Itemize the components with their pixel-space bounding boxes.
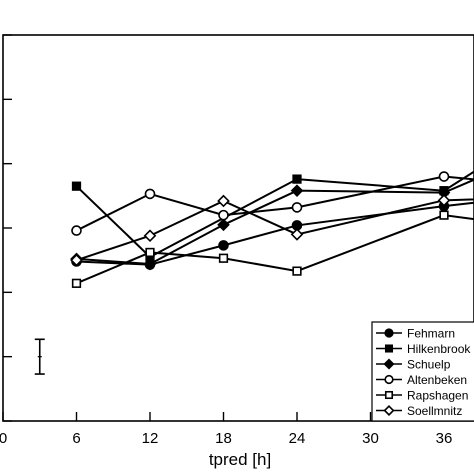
- x-tick-label: 24: [289, 430, 306, 447]
- legend-marker: [384, 344, 394, 353]
- data-point: [217, 194, 230, 208]
- x-tick-label: 12: [142, 430, 159, 447]
- x-axis-title: tpred [h]: [209, 450, 271, 469]
- legend-marker: [383, 404, 395, 417]
- legend-marker: [384, 374, 394, 385]
- y-ticks: [3, 34, 12, 422]
- x-tick-label: 18: [215, 430, 232, 447]
- legend-item: Altenbeken: [376, 373, 467, 387]
- series-line: [75, 170, 474, 259]
- series-line: [76, 214, 474, 285]
- data-point: [437, 194, 451, 207]
- data-point: [71, 181, 82, 191]
- x-tick-label: 30: [362, 430, 379, 447]
- data-point: [218, 240, 229, 251]
- legend-label: Fehmarn: [407, 327, 455, 341]
- data-point: [143, 257, 157, 271]
- series-line: [76, 178, 474, 266]
- legend-item: Schuelp: [376, 358, 451, 372]
- data-point: [290, 228, 304, 241]
- legend-marker: [384, 390, 394, 400]
- legend-item: Fehmarn: [376, 327, 455, 341]
- data-point: [70, 253, 83, 267]
- legend-label: Rapshagen: [407, 389, 468, 403]
- data-point: [439, 210, 449, 220]
- error-bar: [34, 338, 45, 375]
- data-point: [71, 278, 82, 288]
- legend-item: Hilkenbrook: [376, 342, 471, 356]
- data-point: [438, 171, 450, 182]
- series-line: [76, 175, 474, 232]
- data-point: [71, 225, 82, 236]
- legend-box: [371, 321, 474, 422]
- legend-item: Rapshagen: [376, 389, 468, 403]
- data-point: [217, 218, 230, 232]
- data-point: [145, 247, 155, 258]
- legend-marker: [383, 358, 395, 370]
- x-tick-label: 36: [436, 430, 453, 447]
- series: [71, 171, 474, 236]
- legend-label: Soellmnitz: [407, 404, 462, 418]
- series: [70, 178, 474, 271]
- legend-label: Schuelp: [407, 358, 451, 372]
- x-axis: 0612182430364248: [0, 412, 453, 447]
- x-tick-label: 6: [72, 430, 80, 447]
- legend-item: Soellmnitz: [376, 404, 462, 418]
- data-point: [292, 266, 302, 276]
- data-point: [144, 188, 156, 200]
- data-point: [143, 229, 157, 243]
- legend-label: Hilkenbrook: [407, 342, 471, 356]
- legend-label: Altenbeken: [407, 373, 467, 387]
- series-line: [76, 198, 474, 262]
- series: [71, 210, 474, 288]
- data-point: [291, 202, 303, 213]
- series: [70, 194, 474, 267]
- legend-marker: [384, 328, 394, 338]
- data-point: [292, 174, 302, 184]
- data-point: [218, 253, 229, 263]
- data-point: [218, 209, 229, 221]
- data-point: [290, 184, 304, 197]
- series-layer: [70, 170, 474, 288]
- x-tick-label: 0: [0, 430, 7, 447]
- series: [71, 170, 474, 262]
